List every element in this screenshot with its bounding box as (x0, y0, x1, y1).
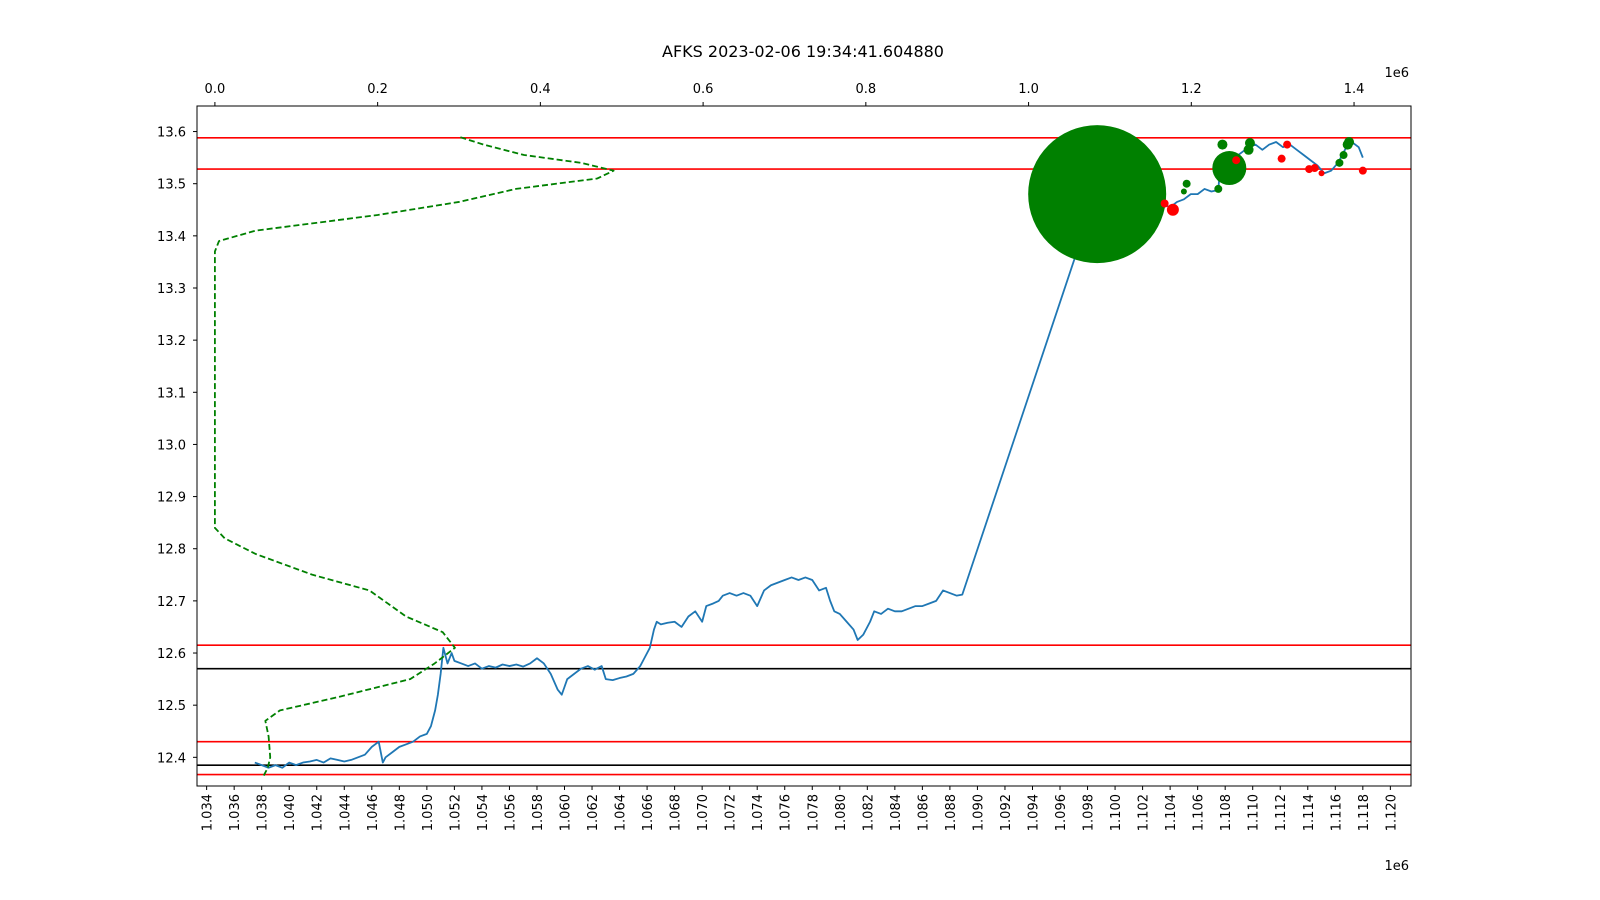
top-axis-multiplier: 1e6 (1384, 66, 1409, 81)
sell-marker-20 (1358, 166, 1367, 175)
x-bottom-tick-label-6: 1.046 (366, 794, 381, 831)
buy-marker-3 (1214, 184, 1223, 193)
plot-area (197, 125, 1411, 776)
x-bottom-tick-label-28: 1.090 (971, 794, 986, 831)
y-tick-label-6: 13.0 (157, 438, 186, 453)
x-bottom-tick-label-30: 1.094 (1026, 794, 1041, 831)
buy-marker-4 (1182, 179, 1191, 188)
x-bottom-tick-label-18: 1.070 (696, 794, 711, 831)
x-bottom-tick-label-12: 1.058 (531, 794, 546, 831)
x-bottom-tick-label-22: 1.078 (806, 794, 821, 831)
y-tick-label-1: 12.5 (157, 699, 186, 714)
x-bottom-tick-label-34: 1.102 (1137, 794, 1152, 831)
buy-marker-1 (1212, 151, 1247, 186)
axes-layer: 1.034 1.036 1.038 1.040 1.042 1.044 1.046 1.048… (157, 82, 1399, 831)
buy-marker-7 (1243, 144, 1254, 155)
x-bottom-tick-label-5: 1.044 (338, 794, 353, 831)
buy-marker-2 (1217, 139, 1228, 150)
x-top-tick-label-1: 0.2 (367, 82, 388, 97)
buy-marker-9 (1339, 151, 1348, 160)
chart-title: AFKS 2023-02-06 19:34:41.604880 (662, 42, 944, 61)
y-tick-label-2: 12.6 (157, 647, 186, 662)
y-tick-label-0: 12.4 (157, 751, 186, 766)
x-bottom-tick-label-14: 1.062 (586, 794, 601, 831)
x-bottom-tick-label-38: 1.110 (1247, 794, 1262, 831)
x-bottom-tick-label-15: 1.064 (614, 794, 629, 831)
x-bottom-tick-label-29: 1.092 (999, 794, 1014, 831)
buy-marker-11 (1344, 136, 1355, 147)
x-bottom-tick-label-39: 1.112 (1274, 794, 1289, 831)
y-tick-label-3: 12.7 (157, 595, 186, 610)
x-bottom-tick-label-33: 1.100 (1109, 794, 1124, 831)
x-top-tick-label-3: 0.6 (693, 82, 714, 97)
x-top-tick-label-7: 1.4 (1344, 82, 1365, 97)
x-bottom-tick-label-13: 1.060 (559, 794, 574, 831)
sell-marker-13 (1160, 199, 1169, 208)
y-tick-label-7: 13.1 (157, 386, 186, 401)
sell-marker-18 (1310, 164, 1319, 173)
x-bottom-tick-label-19: 1.072 (724, 794, 739, 831)
x-bottom-tick-label-3: 1.040 (283, 794, 298, 831)
x-bottom-tick-label-16: 1.066 (641, 794, 656, 831)
x-bottom-tick-label-7: 1.048 (393, 794, 408, 831)
buy-marker-5 (1180, 188, 1187, 195)
x-bottom-tick-label-0: 1.034 (201, 794, 216, 831)
sell-marker-14 (1232, 156, 1241, 165)
buy-marker-0 (1028, 125, 1167, 264)
x-top-tick-label-2: 0.4 (530, 82, 551, 97)
x-top-tick-label-4: 0.8 (855, 82, 876, 97)
y-tick-label-9: 13.3 (157, 282, 186, 297)
x-top-tick-label-5: 1.0 (1018, 82, 1039, 97)
price-line-series-0 (254, 141, 1364, 769)
volume-profile-series-1 (213, 135, 615, 776)
x-top-tick-label-6: 1.2 (1181, 82, 1202, 97)
x-bottom-tick-label-4: 1.042 (311, 794, 326, 831)
y-tick-label-5: 12.9 (157, 491, 186, 506)
y-tick-label-4: 12.8 (157, 543, 186, 558)
x-bottom-tick-label-2: 1.038 (256, 794, 271, 831)
x-bottom-tick-label-43: 1.120 (1384, 794, 1399, 831)
bottom-axis-multiplier: 1e6 (1384, 859, 1409, 874)
x-top-tick-label-0: 0.0 (205, 82, 226, 97)
x-bottom-tick-label-41: 1.116 (1329, 794, 1344, 831)
x-bottom-tick-label-11: 1.056 (503, 794, 518, 831)
sell-marker-15 (1277, 154, 1286, 163)
sell-marker-12 (1166, 203, 1179, 216)
x-bottom-tick-label-31: 1.096 (1054, 794, 1069, 831)
x-bottom-tick-label-23: 1.080 (834, 794, 849, 831)
x-bottom-tick-label-20: 1.074 (751, 794, 766, 831)
x-bottom-tick-label-8: 1.050 (421, 794, 436, 831)
y-tick-label-12: 13.6 (157, 126, 186, 141)
x-bottom-tick-label-36: 1.106 (1192, 794, 1207, 831)
x-bottom-tick-label-27: 1.088 (944, 794, 959, 831)
x-bottom-tick-label-37: 1.108 (1219, 794, 1234, 831)
plot-frame (196, 105, 1412, 787)
x-bottom-tick-label-9: 1.052 (448, 794, 463, 831)
x-bottom-tick-label-10: 1.054 (476, 794, 491, 831)
x-bottom-tick-label-21: 1.076 (779, 794, 794, 831)
y-tick-label-11: 13.5 (157, 178, 186, 193)
y-tick-label-10: 13.4 (157, 230, 186, 245)
x-bottom-tick-label-32: 1.098 (1082, 794, 1097, 831)
y-tick-label-8: 13.2 (157, 334, 186, 349)
buy-marker-8 (1335, 158, 1344, 167)
x-bottom-tick-label-35: 1.104 (1164, 794, 1179, 831)
x-bottom-tick-label-40: 1.114 (1302, 794, 1317, 831)
x-bottom-tick-label-1: 1.036 (228, 794, 243, 831)
x-bottom-tick-label-17: 1.068 (669, 794, 684, 831)
x-bottom-tick-label-42: 1.118 (1357, 794, 1372, 831)
sell-marker-19 (1318, 170, 1325, 177)
plot-clipped (197, 125, 1411, 776)
x-bottom-tick-label-24: 1.082 (861, 794, 876, 831)
sell-marker-16 (1283, 140, 1292, 149)
x-bottom-tick-label-25: 1.084 (889, 794, 904, 831)
x-bottom-tick-label-26: 1.086 (916, 794, 931, 831)
